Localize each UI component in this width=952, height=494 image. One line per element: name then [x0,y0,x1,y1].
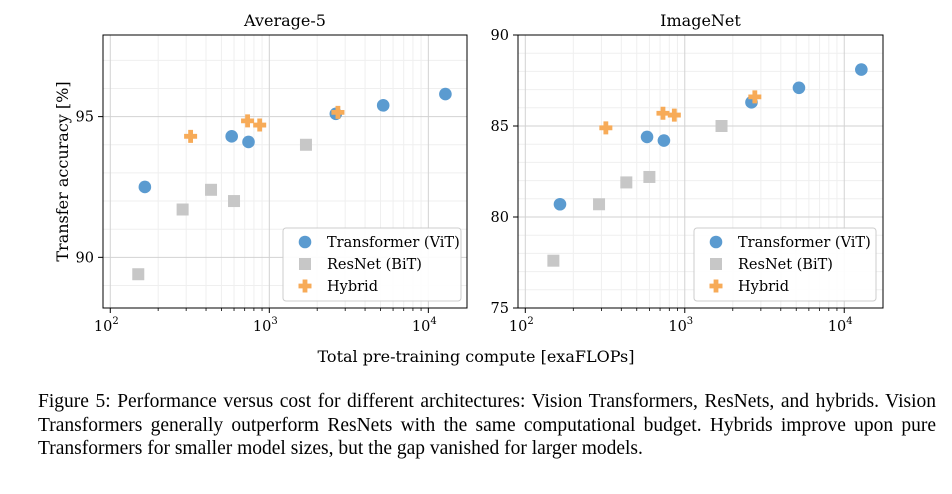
data-point-transformer-vit [657,134,671,147]
x-tick-label: 102 [509,316,534,335]
data-point-hybrid [599,121,613,135]
data-point-resnet-bit [643,170,656,183]
data-point-transformer-vit [439,87,452,101]
x-tick-label: 102 [94,316,119,335]
x-tick-label: 103 [253,316,278,335]
data-point-resnet-bit [176,203,189,216]
data-point-transformer-vit [225,130,238,143]
data-point-resnet-bit [132,268,145,281]
legend-label-transformer-vit: Transformer (ViT) [327,235,460,251]
legend-label-resnet-bit: ResNet (BiT) [327,257,422,273]
legend: Transformer (ViT) ResNet (BiT) Hybrid [693,227,877,302]
y-axis-label: Transfer accuracy [%] [53,81,72,261]
legend-marker-hybrid [298,279,312,293]
data-point-resnet-bit [715,120,728,132]
data-point-hybrid [667,108,681,122]
figure-caption: Figure 5: Performance versus cost for di… [38,391,936,459]
y-tick-label: 95 [76,110,94,126]
legend-marker-transformer-vit [709,235,723,249]
data-point-resnet-bit [228,195,241,208]
data-point-resnet-bit [205,183,218,196]
shared-x-axis-label: Total pre-training compute [exaFLOPs] [318,347,635,366]
legend-label-transformer-vit: Transformer (ViT) [738,235,871,251]
data-point-resnet-bit [299,138,312,151]
data-point-resnet-bit [620,176,633,189]
legend-label-resnet-bit: ResNet (BiT) [738,257,833,273]
data-point-transformer-vit [138,180,152,194]
y-tick-label: 90 [491,28,509,44]
y-tick-label: 85 [491,119,509,135]
data-point-hybrid [184,129,198,143]
data-point-hybrid [241,114,255,128]
data-point-transformer-vit [792,81,806,95]
chart-title: Average-5 [243,11,326,30]
legend-label-hybrid: Hybrid [738,279,789,295]
plot-frame [517,34,884,309]
data-point-transformer-vit [242,135,255,149]
data-point-transformer-vit [855,63,868,76]
legend-marker-hybrid [709,279,723,293]
chart-imagenet: 102 103 104 75 80 85 90 ImageNet Transformer (Vi… [491,11,884,335]
data-point-hybrid [331,105,345,119]
data-point-transformer-vit [640,130,654,144]
legend: Transformer (ViT) ResNet (BiT) Hybrid [282,227,462,302]
data-point-hybrid [253,118,267,132]
data-point-hybrid [748,90,762,104]
data-point-hybrid [656,106,670,120]
x-tick-label: 104 [828,316,853,335]
data-point-resnet-bit [593,198,606,211]
legend-marker-transformer-vit [298,235,312,249]
chart-title: ImageNet [660,11,741,30]
chart-average-5: 102 103 104 90 95 Average-5 Transfer accuracy … [53,11,468,335]
figure: 102 103 104 90 95 Average-5 Transfer accuracy … [53,11,884,366]
y-tick-label: 80 [491,210,509,226]
data-point-transformer-vit [553,197,567,211]
data-point-resnet-bit [547,254,560,267]
legend-marker-resnet-bit [710,258,722,270]
x-tick-label: 103 [668,316,693,335]
plot-frame [102,34,468,309]
legend-label-hybrid: Hybrid [327,279,378,295]
legend-frame [282,227,462,302]
y-tick-label: 90 [76,250,94,266]
data-point-transformer-vit [376,99,390,112]
legend-marker-resnet-bit [299,258,311,270]
legend-frame [693,227,877,302]
x-tick-label: 104 [412,316,437,335]
y-tick-label: 75 [491,301,509,317]
